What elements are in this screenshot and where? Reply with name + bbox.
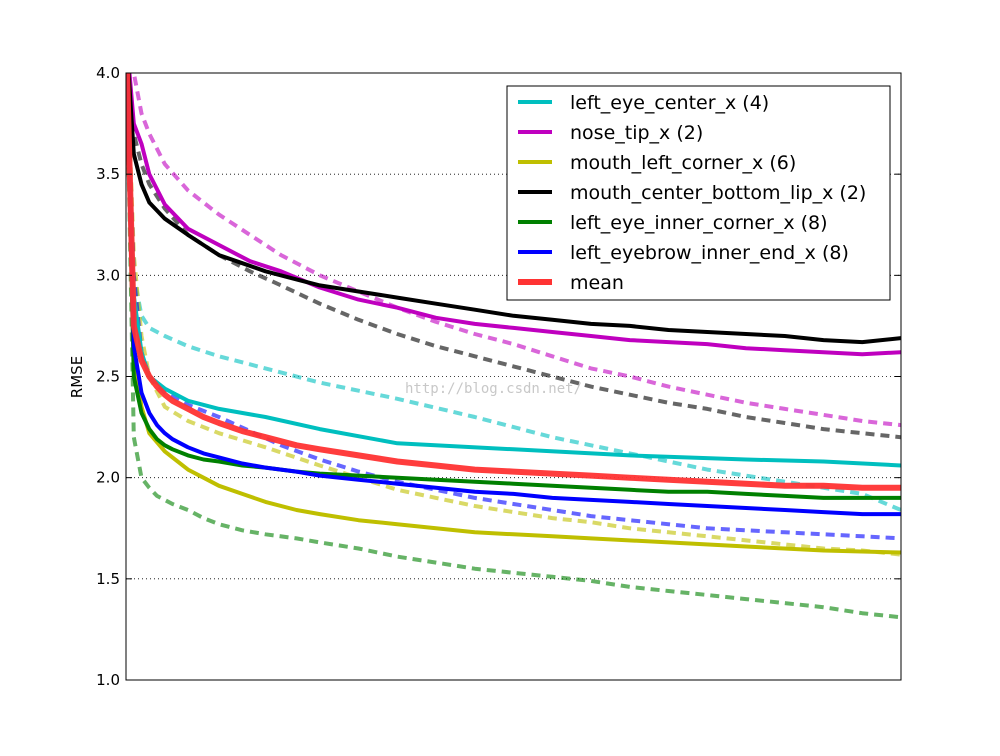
series-nose-tip-x-dashed-line: [131, 73, 901, 428]
series-left-eye-inner-corner-x-line: [126, 73, 901, 500]
series-mouth-center-bottom-lip-x-line: [126, 73, 901, 345]
series-mouth-left-corner-x-line: [126, 73, 901, 555]
y-tick-label: 4.0: [96, 64, 120, 82]
y-tick-label: 1.0: [96, 671, 120, 689]
series-left-eye-inner-corner-x-dashed-line: [126, 73, 901, 620]
y-tick-label: 2.0: [96, 469, 120, 487]
series-nose-tip-x-line: [127, 73, 901, 357]
series-mouth-center-bottom-lip-x-dashed-line: [127, 73, 901, 440]
legend-label: mouth_left_corner_x (6): [570, 152, 796, 174]
legend-label: left_eyebrow_inner_end_x (8): [570, 242, 849, 264]
series-left-eyebrow-inner-end-x-line: [126, 73, 901, 517]
watermark: http://blog.csdn.net/: [405, 381, 582, 397]
legend: left_eye_center_x (4) nose_tip_x (2) mouth…: [506, 85, 891, 301]
y-tick-label: 2.5: [96, 368, 120, 386]
y-tick-label: 1.5: [96, 570, 120, 588]
legend-label: left_eye_center_x (4): [570, 92, 769, 114]
y-tick-label: 3.0: [96, 266, 120, 284]
y-tick-label: 3.5: [96, 165, 120, 183]
y-axis-label: RMSE: [68, 356, 86, 398]
y-axis-ticks: 1.0 1.5 2.0 2.5 3.0 3.5 4.0: [96, 64, 901, 689]
legend-label: mean: [570, 272, 624, 294]
legend-label: nose_tip_x (2): [570, 122, 703, 144]
series-mean-line: [126, 73, 901, 491]
series-left-eye-center-x-dashed-line: [126, 73, 901, 512]
legend-label: mouth_center_bottom_lip_x (2): [570, 182, 866, 204]
legend-label: left_eye_inner_corner_x (8): [570, 212, 828, 234]
legend-frame: [506, 85, 891, 301]
solid-series-layer: [126, 73, 901, 555]
